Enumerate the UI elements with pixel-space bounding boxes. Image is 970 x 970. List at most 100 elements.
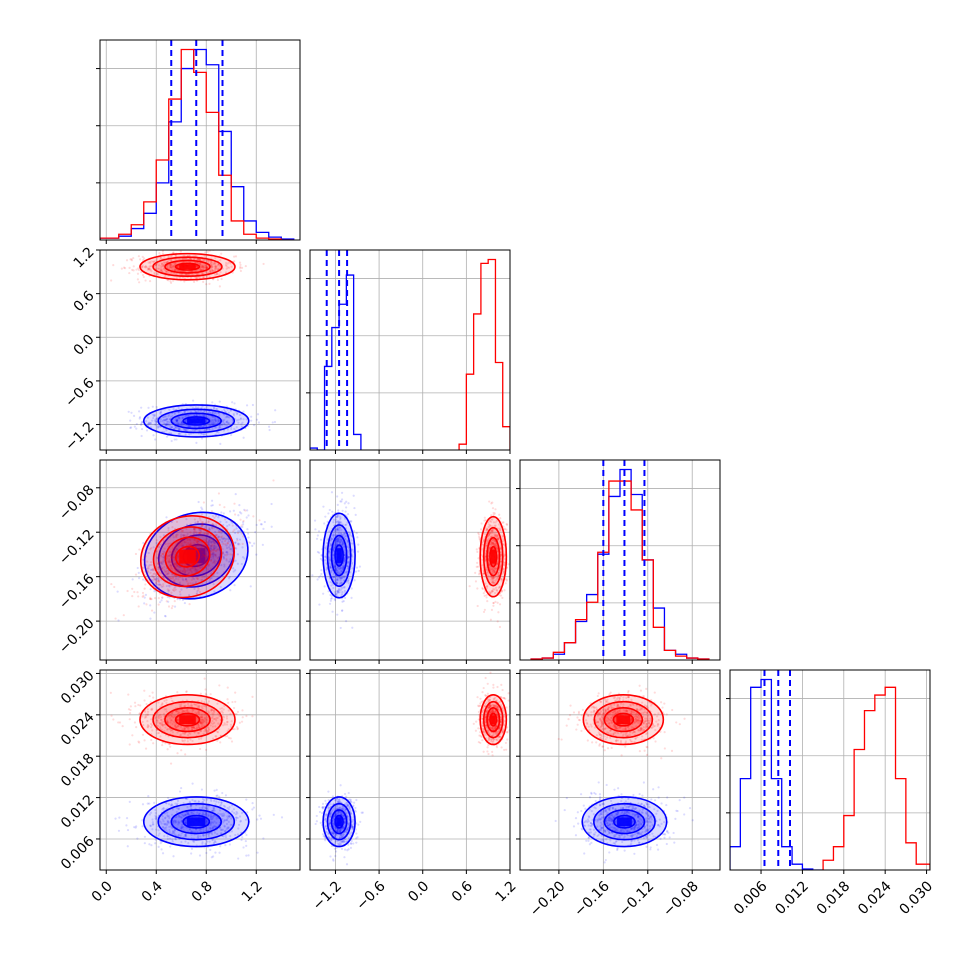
scatter-point — [494, 600, 497, 603]
scatter-point — [213, 809, 216, 812]
scatter-point — [188, 827, 191, 830]
scatter-point — [201, 841, 204, 844]
scatter-point — [206, 275, 209, 279]
scatter-point — [501, 572, 504, 575]
scatter-point — [197, 540, 201, 543]
scatter-point — [200, 506, 203, 509]
scatter-point — [161, 562, 164, 566]
scatter-point — [204, 698, 207, 701]
scatter-point — [233, 427, 236, 430]
scatter-point — [202, 544, 205, 547]
scatter-point — [346, 539, 349, 542]
scatter-point — [144, 279, 147, 282]
scatter-point — [340, 538, 343, 541]
scatter-point — [222, 812, 225, 815]
scatter-point — [491, 530, 494, 533]
scatter-point — [224, 538, 228, 541]
scatter-point — [490, 530, 493, 533]
scatter-point — [207, 541, 210, 544]
scatter-point — [338, 520, 341, 523]
scatter-point — [210, 423, 213, 426]
scatter-point — [496, 533, 499, 537]
scatter-point — [238, 504, 241, 507]
scatter-point — [238, 538, 242, 541]
scatter-point — [239, 831, 243, 834]
scatter-point — [182, 826, 185, 829]
scatter-point — [320, 553, 323, 557]
scatter-point — [204, 521, 207, 524]
contour-blue — [330, 534, 348, 577]
scatter-point — [234, 493, 237, 496]
scatter-point — [335, 578, 339, 581]
scatter-point — [347, 579, 350, 582]
scatter-point — [202, 719, 205, 723]
scatter-point — [141, 264, 144, 267]
scatter-point — [183, 540, 186, 544]
scatter-point — [241, 836, 244, 839]
scatter-point — [186, 812, 189, 816]
scatter-point — [236, 524, 239, 527]
scatter-point — [214, 256, 217, 260]
scatter-point — [211, 423, 214, 426]
scatter-point — [504, 527, 507, 530]
scatter-point — [184, 835, 187, 838]
scatter-point — [190, 568, 193, 571]
scatter-point — [202, 813, 205, 816]
scatter-point — [216, 571, 219, 575]
contour-blue — [143, 511, 249, 600]
scatter-point — [228, 546, 231, 549]
scatter-point — [210, 571, 213, 575]
scatter-point — [209, 821, 212, 825]
scatter-point — [168, 554, 171, 558]
scatter-point — [150, 563, 153, 566]
scatter-point — [211, 504, 214, 507]
scatter-point — [195, 539, 198, 542]
scatter-point — [174, 838, 178, 841]
scatter-point — [177, 823, 180, 826]
scatter-point — [198, 854, 202, 857]
scatter-point — [147, 567, 150, 570]
scatter-point — [345, 506, 348, 509]
scatter-point — [128, 271, 131, 275]
scatter-point — [225, 554, 228, 557]
scatter-point — [195, 569, 199, 572]
scatter-point — [186, 538, 189, 541]
scatter-point — [241, 521, 245, 524]
scatter-point — [206, 808, 209, 811]
scatter-point — [491, 581, 494, 584]
scatter-point — [497, 611, 500, 614]
scatter-point — [336, 591, 340, 594]
scatter-point — [490, 502, 493, 505]
scatter-point — [182, 710, 185, 713]
scatter-point — [190, 547, 194, 551]
scatter-point — [476, 604, 479, 608]
scatter-point — [165, 435, 169, 438]
scatter-point — [191, 812, 194, 815]
scatter-point — [221, 540, 224, 543]
scatter-point — [195, 544, 198, 547]
scatter-point — [169, 542, 172, 545]
density-peak-blue — [336, 548, 342, 563]
scatter-point — [218, 412, 221, 415]
scatter-point — [177, 578, 180, 581]
scatter-point — [227, 266, 231, 269]
scatter-point — [494, 521, 497, 524]
scatter-point — [140, 434, 143, 438]
scatter-point — [157, 580, 160, 583]
scatter-point — [173, 562, 176, 566]
scatter-point — [218, 809, 222, 812]
scatter-point — [236, 531, 240, 535]
scatter-point — [138, 416, 142, 419]
scatter-point — [218, 531, 221, 534]
scatter-point — [336, 529, 339, 532]
scatter-point — [242, 418, 245, 421]
scatter-point — [180, 588, 183, 591]
scatter-point — [151, 419, 154, 422]
scatter-point — [166, 572, 169, 575]
scatter-point — [191, 399, 195, 402]
scatter-point — [493, 533, 496, 536]
scatter-point — [190, 575, 193, 578]
scatter-point — [174, 549, 177, 552]
scatter-point — [175, 419, 178, 423]
scatter-point — [172, 408, 175, 411]
